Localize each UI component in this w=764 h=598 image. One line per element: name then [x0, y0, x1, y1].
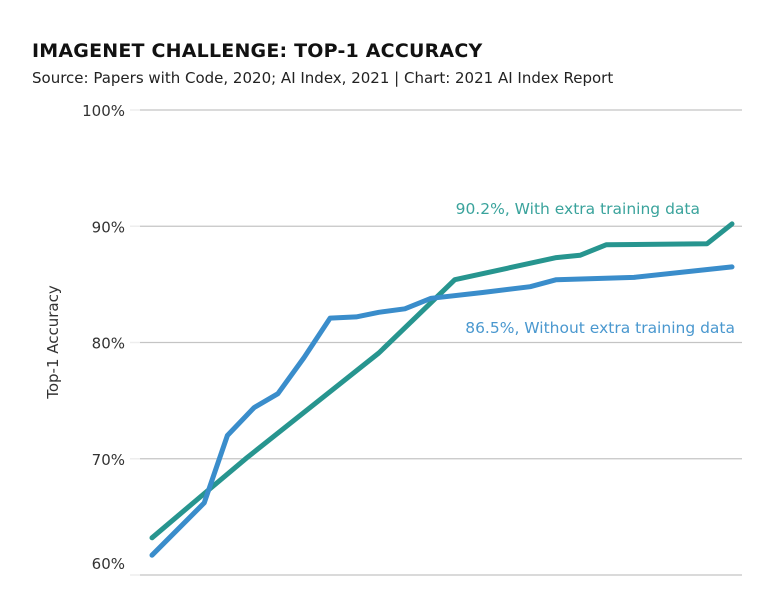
series-label-without-extra: 86.5%, Without extra training data: [465, 319, 735, 337]
series-line-without-extra: [149, 264, 735, 558]
y-tick-label: 60%: [92, 555, 125, 573]
y-tick-label: 100%: [82, 102, 125, 120]
y-axis-label: Top-1 Accuracy: [44, 285, 62, 400]
y-tick-label: 90%: [92, 218, 125, 236]
gridlines: [130, 109, 742, 576]
series-label-with-extra: 90.2%, With extra training data: [456, 200, 700, 218]
series-lines: [149, 221, 735, 558]
series-line-with-extra: [149, 221, 735, 541]
chart-subtitle: Source: Papers with Code, 2020; AI Index…: [32, 69, 614, 87]
y-axis-ticks: 100% 90% 80% 70% 60%: [82, 102, 125, 573]
chart-title: IMAGENET CHALLENGE: TOP-1 ACCURACY: [32, 40, 483, 62]
y-tick-label: 80%: [92, 335, 125, 353]
y-tick-label: 70%: [92, 451, 125, 469]
